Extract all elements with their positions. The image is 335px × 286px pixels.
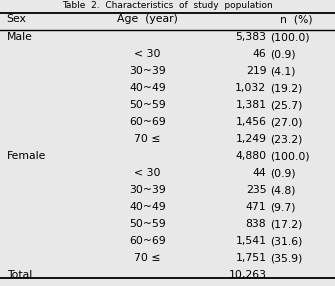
Text: < 30: < 30 (134, 168, 161, 178)
Text: (31.6): (31.6) (270, 236, 302, 246)
Text: 60~69: 60~69 (129, 236, 166, 246)
Text: (25.7): (25.7) (270, 100, 302, 110)
Text: Female: Female (7, 151, 46, 161)
Text: 1,381: 1,381 (235, 100, 266, 110)
Text: (0.9): (0.9) (270, 49, 295, 59)
Text: 60~69: 60~69 (129, 117, 166, 127)
Text: 30~39: 30~39 (129, 185, 166, 195)
Text: 10,263: 10,263 (228, 270, 266, 280)
Text: 44: 44 (253, 168, 266, 178)
Text: (19.2): (19.2) (270, 83, 302, 93)
Text: 1,456: 1,456 (235, 117, 266, 127)
Text: 4,880: 4,880 (235, 151, 266, 161)
Text: n  (%): n (%) (280, 14, 313, 24)
Text: 40~49: 40~49 (129, 202, 166, 212)
Text: (100.0): (100.0) (270, 32, 309, 42)
Text: 40~49: 40~49 (129, 83, 166, 93)
Text: (35.9): (35.9) (270, 253, 302, 263)
Text: Table  2.  Characteristics  of  study  population: Table 2. Characteristics of study popula… (62, 1, 273, 10)
Text: (9.7): (9.7) (270, 202, 295, 212)
Text: (27.0): (27.0) (270, 117, 302, 127)
Text: 471: 471 (246, 202, 266, 212)
Text: (0.9): (0.9) (270, 168, 295, 178)
Text: Sex: Sex (7, 14, 26, 24)
Text: 1,751: 1,751 (235, 253, 266, 263)
Text: Age  (year): Age (year) (117, 14, 178, 24)
Text: 235: 235 (246, 185, 266, 195)
Text: Total: Total (7, 270, 32, 280)
Text: 70 ≤: 70 ≤ (134, 134, 161, 144)
Text: 219: 219 (246, 66, 266, 76)
Text: 1,032: 1,032 (235, 83, 266, 93)
Text: (100.0): (100.0) (270, 151, 309, 161)
Text: (23.2): (23.2) (270, 134, 302, 144)
Text: 50~59: 50~59 (129, 100, 166, 110)
Text: 50~59: 50~59 (129, 219, 166, 229)
Text: 46: 46 (253, 49, 266, 59)
Text: Male: Male (7, 32, 32, 42)
Text: 5,383: 5,383 (235, 32, 266, 42)
Text: (4.1): (4.1) (270, 66, 295, 76)
Text: (4.8): (4.8) (270, 185, 295, 195)
Text: 1,249: 1,249 (235, 134, 266, 144)
Text: < 30: < 30 (134, 49, 161, 59)
Text: 30~39: 30~39 (129, 66, 166, 76)
Text: 1,541: 1,541 (235, 236, 266, 246)
Text: (17.2): (17.2) (270, 219, 302, 229)
Text: 838: 838 (246, 219, 266, 229)
Text: 70 ≤: 70 ≤ (134, 253, 161, 263)
